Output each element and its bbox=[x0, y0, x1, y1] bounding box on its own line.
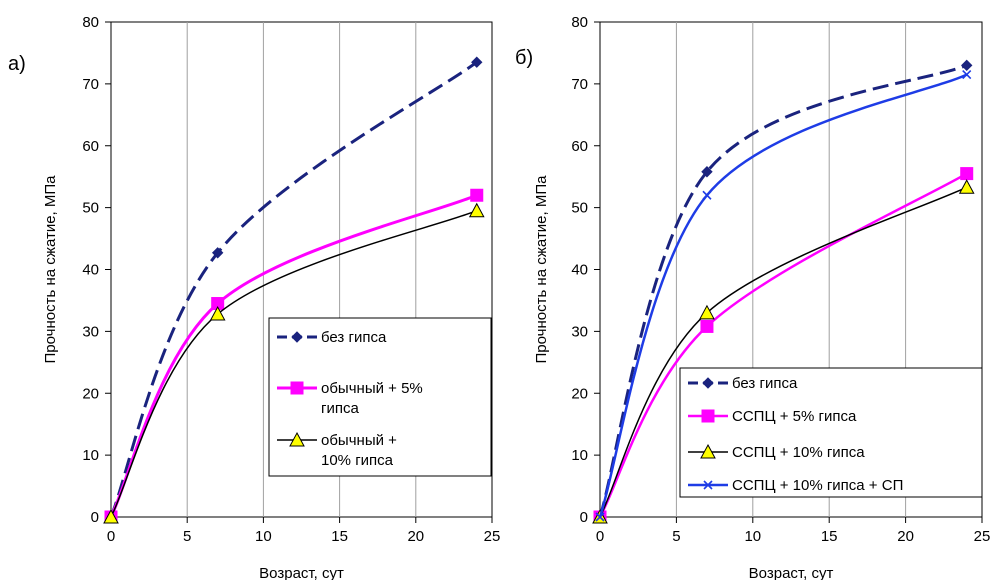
x-tick-label: 25 bbox=[484, 528, 501, 545]
x-tick-label: 10 bbox=[744, 528, 761, 545]
x-tick-label: 15 bbox=[331, 528, 348, 545]
y-tick-label: 70 bbox=[82, 76, 99, 93]
y-tick-label: 70 bbox=[571, 76, 588, 93]
data-point bbox=[701, 166, 713, 178]
y-tick-label: 20 bbox=[82, 385, 99, 402]
data-point bbox=[103, 508, 119, 524]
y-tick-label: 50 bbox=[82, 200, 99, 217]
legend-label: без гипса bbox=[732, 375, 798, 392]
series-2 bbox=[104, 188, 484, 524]
y-tick-label: 30 bbox=[571, 323, 588, 340]
legend: без гипса ССПЦ + 5% гипса ССПЦ + 10% гипса… bbox=[679, 367, 983, 498]
x-axis-label: Возраст, сут bbox=[259, 565, 344, 580]
data-point bbox=[471, 56, 483, 68]
y-tick-label: 10 bbox=[82, 447, 99, 464]
data-point bbox=[961, 59, 973, 72]
data-point bbox=[595, 512, 605, 522]
legend-label: обычный + 5% bbox=[321, 380, 423, 397]
x-tick-label: 0 bbox=[596, 528, 604, 545]
y-tick-label: 60 bbox=[82, 138, 99, 155]
data-point bbox=[702, 190, 712, 200]
legend-label: обычный + bbox=[321, 432, 397, 449]
series-4 bbox=[595, 70, 972, 522]
x-tick-label: 10 bbox=[255, 528, 272, 545]
legend-label: гипса bbox=[321, 400, 359, 417]
legend-marker bbox=[289, 431, 305, 447]
y-tick-label: 10 bbox=[571, 447, 588, 464]
y-tick-label: 80 bbox=[571, 14, 588, 31]
x-tick-label: 15 bbox=[821, 528, 838, 545]
chart-panel-2: 0 5 10 15 20 25 0 10 20 30 40 50 60 70 80 Возраст, сут П… bbox=[515, 14, 990, 580]
y-axis-label: Прочность на сжатие, МПа bbox=[533, 175, 550, 364]
legend-marker bbox=[701, 409, 715, 423]
legend-label: без гипса bbox=[321, 329, 387, 346]
y-tick-label: 0 bbox=[580, 509, 588, 526]
y-tick-label: 80 bbox=[82, 14, 99, 31]
y-tick-label: 60 bbox=[571, 138, 588, 155]
data-point bbox=[958, 179, 975, 194]
x-tick-label: 0 bbox=[107, 528, 115, 545]
data-point bbox=[699, 304, 715, 320]
panel-label: а) bbox=[8, 53, 26, 75]
data-point bbox=[700, 319, 714, 333]
x-tick-label: 5 bbox=[183, 528, 191, 545]
y-tick-label: 40 bbox=[82, 262, 99, 279]
y-tick-label: 30 bbox=[82, 323, 99, 340]
x-axis-label: Возраст, сут bbox=[749, 565, 834, 580]
data-point bbox=[962, 70, 972, 80]
y-tick-label: 40 bbox=[571, 262, 588, 279]
y-tick-label: 20 bbox=[571, 385, 588, 402]
legend: без гипса обычный + 5% гипса обычный + 10% г… bbox=[268, 317, 492, 477]
legend-label: ССПЦ + 5% гипса bbox=[732, 408, 857, 425]
y-axis-label: Прочность на сжатие, МПа bbox=[42, 175, 59, 364]
legend-marker bbox=[700, 443, 716, 459]
data-point bbox=[470, 188, 484, 202]
data-point bbox=[211, 247, 224, 259]
legend-box bbox=[268, 317, 492, 477]
legend-marker bbox=[290, 381, 304, 395]
legend-label: 10% гипса bbox=[321, 452, 394, 469]
x-tick-label: 5 bbox=[672, 528, 680, 545]
legend-marker bbox=[291, 331, 303, 343]
data-point bbox=[209, 305, 226, 321]
x-tick-label: 20 bbox=[897, 528, 914, 545]
series-3 bbox=[103, 202, 485, 524]
legend-marker bbox=[702, 377, 714, 389]
legend-label: ССПЦ + 10% гипса + СП bbox=[732, 477, 903, 494]
legend-label: ССПЦ + 10% гипса bbox=[732, 444, 865, 461]
chart-panel-1: 0 5 10 15 20 25 0 10 20 30 40 50 60 70 80 Возраст, сут П… bbox=[8, 14, 500, 580]
y-tick-label: 0 bbox=[91, 509, 99, 526]
data-point bbox=[468, 202, 485, 218]
x-tick-label: 20 bbox=[407, 528, 424, 545]
x-tick-label: 25 bbox=[974, 528, 991, 545]
data-point bbox=[960, 167, 974, 181]
legend-box bbox=[679, 367, 983, 498]
legend-marker bbox=[703, 480, 713, 490]
y-tick-label: 50 bbox=[571, 200, 588, 217]
panel-label: б) bbox=[515, 47, 533, 69]
